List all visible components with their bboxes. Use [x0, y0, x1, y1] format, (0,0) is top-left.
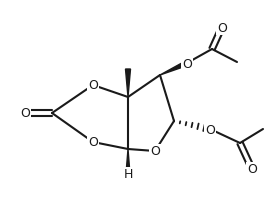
- Text: O: O: [217, 21, 227, 34]
- Text: O: O: [247, 163, 257, 176]
- Polygon shape: [126, 70, 131, 98]
- Text: O: O: [182, 57, 192, 70]
- Text: O: O: [88, 136, 98, 149]
- Text: O: O: [20, 107, 30, 120]
- Text: O: O: [150, 145, 160, 158]
- Polygon shape: [126, 149, 130, 174]
- Polygon shape: [160, 61, 188, 76]
- Text: H: H: [123, 168, 133, 181]
- Text: O: O: [205, 123, 215, 136]
- Text: O: O: [88, 79, 98, 92]
